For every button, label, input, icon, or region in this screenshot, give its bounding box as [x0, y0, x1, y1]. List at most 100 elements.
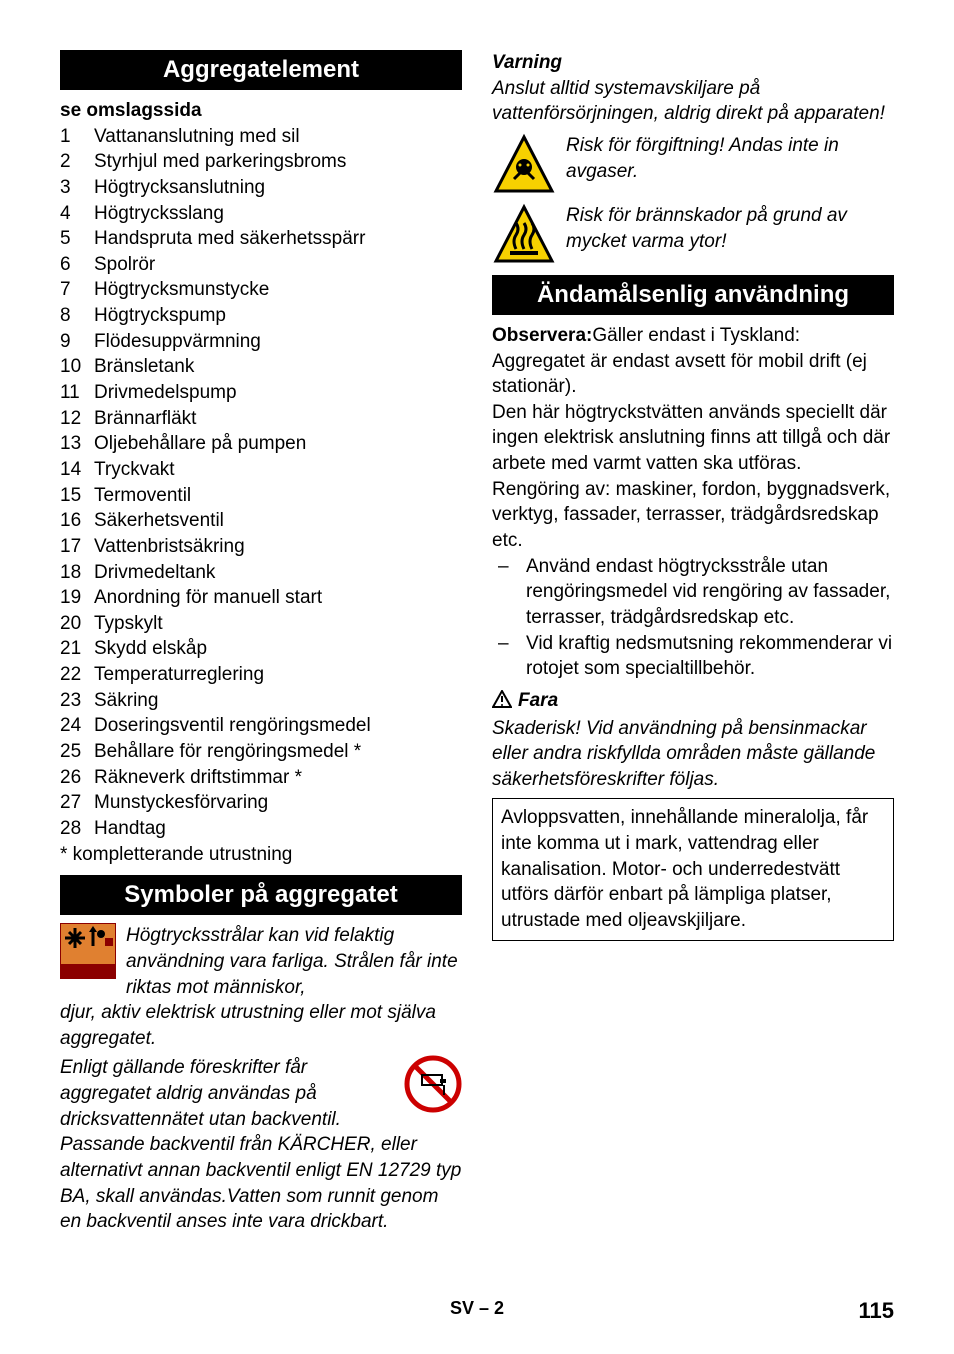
parts-list-item: 15Termoventil	[60, 483, 462, 509]
parts-list-item: 23Säkring	[60, 688, 462, 714]
usage-bullet-item: –Vid kraftig nedsmutsning rekommenderar …	[492, 631, 894, 682]
parts-list-label: Spolrör	[94, 252, 155, 278]
parts-list-label: Räkneverk driftstimmar *	[94, 765, 302, 791]
parts-list-item: 21Skydd elskåp	[60, 636, 462, 662]
parts-list-label: Vattenbristsäkring	[94, 534, 245, 560]
danger-label: Fara	[518, 690, 558, 711]
header-symbols: Symboler på aggregatet	[60, 875, 462, 915]
toxic-warning-icon	[492, 133, 556, 197]
hazard-row-2: Risk för brännskador på grund av mycket …	[492, 203, 894, 267]
hazard-text-2: Risk för brännskador på grund av mycket …	[566, 203, 894, 267]
parts-list-number: 17	[60, 534, 94, 560]
parts-list-number: 5	[60, 226, 94, 252]
parts-list-label: Anordning för manuell start	[94, 585, 322, 611]
note-paragraph: Observera:Gäller endast i Tyskland: Aggr…	[492, 323, 894, 400]
hot-surface-warning-icon	[492, 203, 556, 267]
parts-list-item: 11Drivmedelspump	[60, 380, 462, 406]
footer-page-number: 115	[859, 1298, 895, 1324]
parts-list-label: Typskylt	[94, 611, 163, 637]
parts-list-label: Drivmedelspump	[94, 380, 237, 406]
parts-list-item: 17Vattenbristsäkring	[60, 534, 462, 560]
parts-list-item: 4Högtrycksslang	[60, 201, 462, 227]
parts-list-item: 16Säkerhetsventil	[60, 508, 462, 534]
parts-list-label: Handtag	[94, 816, 166, 842]
parts-list-label: Drivmedeltank	[94, 560, 215, 586]
symbol-text-2: Enligt gällande föreskrifter får aggrega…	[60, 1055, 462, 1234]
page-footer: SV – 2 115	[60, 1298, 894, 1324]
danger-triangle-icon	[492, 690, 512, 716]
parts-list-item: 27Munstyckesförvaring	[60, 790, 462, 816]
warning-text: Anslut alltid systemavskiljare på vatten…	[492, 76, 894, 127]
parts-list-label: Högtrycksslang	[94, 201, 224, 227]
parts-list-number: 24	[60, 713, 94, 739]
parts-list-number: 16	[60, 508, 94, 534]
parts-list-label: Högtrycksmunstycke	[94, 277, 269, 303]
parts-list-item: 9Flödesuppvärmning	[60, 329, 462, 355]
parts-list-item: 3Högtrycksanslutning	[60, 175, 462, 201]
parts-list-label: Säkring	[94, 688, 158, 714]
frost-protection-icon	[60, 923, 116, 979]
symbol-text-1-rest: djur, aktiv elektrisk utrustning eller m…	[60, 1000, 462, 1051]
parts-list-item: 8Högtryckspump	[60, 303, 462, 329]
bullet-text: Använd endast högtrycksstråle utan rengö…	[526, 554, 894, 631]
parts-list-number: 28	[60, 816, 94, 842]
parts-list-label: Termoventil	[94, 483, 191, 509]
parts-list-item: 28Handtag	[60, 816, 462, 842]
usage-para-2: Rengöring av: maskiner, fordon, byggnads…	[492, 477, 894, 554]
parts-list-label: Bränsletank	[94, 354, 194, 380]
parts-list-item: 10Bränsletank	[60, 354, 462, 380]
reference-line: se omslagssida	[60, 98, 462, 124]
hazard-row-1: Risk för förgiftning! Andas inte in avga…	[492, 133, 894, 197]
symbol-text-1-inline: Högtrycksstrålar kan vid felaktig använd…	[126, 923, 462, 1000]
danger-heading: Fara	[492, 688, 894, 716]
hazard-text-1: Risk för förgiftning! Andas inte in avga…	[566, 133, 894, 197]
symbol-block-1: Högtrycksstrålar kan vid felaktig använd…	[60, 923, 462, 1051]
parts-list-number: 7	[60, 277, 94, 303]
note-label: Observera:	[492, 325, 592, 346]
footer-center: SV – 2	[450, 1298, 504, 1319]
parts-list-number: 12	[60, 406, 94, 432]
parts-list-label: Handspruta med säkerhetsspärr	[94, 226, 365, 252]
parts-list-number: 21	[60, 636, 94, 662]
parts-list-item: 22Temperaturreglering	[60, 662, 462, 688]
parts-list-item: 19Anordning för manuell start	[60, 585, 462, 611]
parts-list-label: Säkerhetsventil	[94, 508, 224, 534]
parts-list-item: 13Oljebehållare på pumpen	[60, 431, 462, 457]
parts-list-label: Behållare för rengöringsmedel *	[94, 739, 361, 765]
parts-list-label: Vattananslutning med sil	[94, 124, 300, 150]
parts-list-label: Högtryckspump	[94, 303, 226, 329]
parts-list-item: 18Drivmedeltank	[60, 560, 462, 586]
bullet-dash: –	[492, 631, 526, 682]
header-usage: Ändamålsenlig användning	[492, 275, 894, 315]
left-column: Aggregatelement se omslagssida 1Vattanan…	[60, 50, 462, 1235]
parts-list-number: 8	[60, 303, 94, 329]
parts-list-number: 3	[60, 175, 94, 201]
bullet-dash: –	[492, 554, 526, 631]
parts-list-label: Oljebehållare på pumpen	[94, 431, 306, 457]
parts-list-label: Brännarfläkt	[94, 406, 196, 432]
parts-list-number: 4	[60, 201, 94, 227]
parts-list-number: 13	[60, 431, 94, 457]
boxed-note: Avloppsvatten, innehållande mineralolja,…	[492, 798, 894, 940]
parts-list-number: 2	[60, 149, 94, 175]
parts-list-item: 26Räkneverk driftstimmar *	[60, 765, 462, 791]
parts-list-item: 14Tryckvakt	[60, 457, 462, 483]
danger-text: Skaderisk! Vid användning på bensinmacka…	[492, 716, 894, 793]
parts-list-item: 24Doseringsventil rengöringsmedel	[60, 713, 462, 739]
right-column: Varning Anslut alltid systemavskiljare p…	[492, 50, 894, 1235]
parts-list-item: 12Brännarfläkt	[60, 406, 462, 432]
symbol-block-2: Enligt gällande föreskrifter får aggrega…	[60, 1055, 462, 1234]
parts-list-number: 1	[60, 124, 94, 150]
parts-list-number: 25	[60, 739, 94, 765]
parts-list-label: Doseringsventil rengöringsmedel	[94, 713, 371, 739]
usage-bullets: –Använd endast högtrycksstråle utan reng…	[492, 554, 894, 682]
parts-list-item: 25Behållare för rengöringsmedel *	[60, 739, 462, 765]
parts-list-item: 6Spolrör	[60, 252, 462, 278]
usage-para-1: Den här högtryckstvätten används speciel…	[492, 400, 894, 477]
parts-list-number: 18	[60, 560, 94, 586]
parts-list-item: 2Styrhjul med parkeringsbroms	[60, 149, 462, 175]
parts-list-label: Styrhjul med parkeringsbroms	[94, 149, 346, 175]
no-tap-icon	[404, 1055, 462, 1113]
parts-list-item: 7Högtrycksmunstycke	[60, 277, 462, 303]
parts-list-number: 22	[60, 662, 94, 688]
